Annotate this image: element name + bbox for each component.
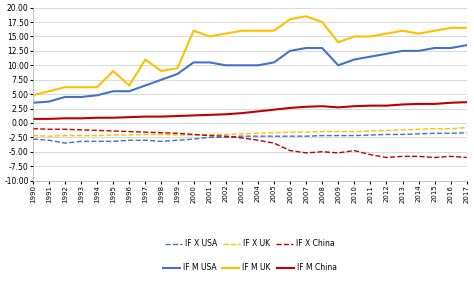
Legend: IF M USA, IF M UK, IF M China: IF M USA, IF M UK, IF M China <box>160 261 340 276</box>
